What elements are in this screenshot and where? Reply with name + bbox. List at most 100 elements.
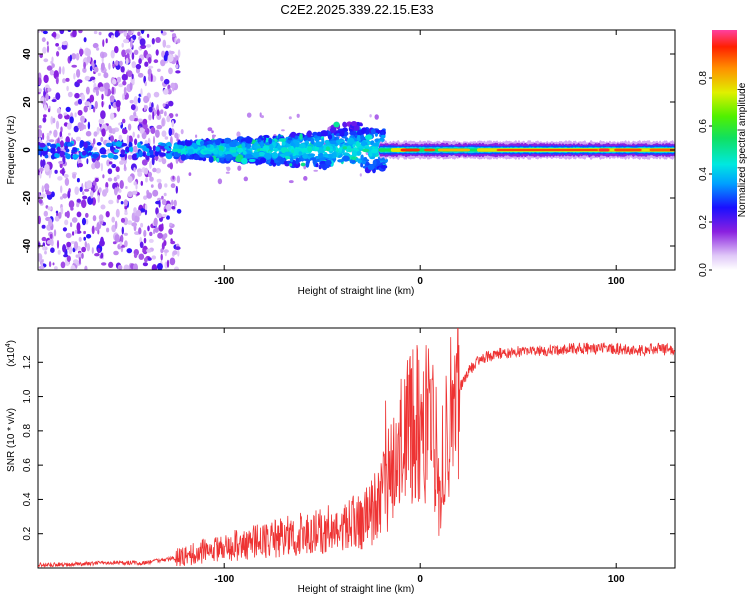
heatmap-cell-1878: [339, 129, 345, 136]
heatmap-cell-865: [83, 236, 86, 241]
heatmap-cell-1490: [342, 155, 350, 162]
heatmap-panel: -100 0 100 -40 -20 0 20 40 Height of straight …: [6, 29, 676, 297]
heatmap-cell-448: [140, 208, 146, 213]
heatmap-cell-252: [60, 261, 66, 269]
heatmap-cell-381: [123, 232, 128, 236]
heatmap-cell-1902: [290, 140, 294, 146]
heatmap-cell-666: [93, 131, 98, 137]
heatmap-cell-59: [143, 237, 147, 244]
heatmap-cell-1982: [369, 151, 373, 157]
heatmap-cell-1998: [206, 144, 211, 148]
heatmap-cell-149: [70, 206, 74, 211]
heatmap-cell-852: [90, 190, 94, 199]
heatmap-cell-607: [100, 252, 104, 259]
heatmap-cell-89: [148, 238, 154, 243]
heatmap-cell-569: [131, 190, 138, 195]
heatmap-cell-861: [52, 31, 57, 38]
heatmap-cell-700: [55, 76, 59, 85]
snr-x-tick-label-2: 100: [608, 574, 625, 585]
heatmap-cell-712: [154, 227, 159, 233]
heatmap-cell-3275: [637, 148, 642, 152]
heatmap-cell-692: [150, 127, 156, 134]
heatmap-cell-875: [93, 86, 100, 91]
heatmap-cell-1922: [325, 159, 332, 166]
heatmap-cell-617: [117, 264, 123, 270]
snr-y-tick-label-3: 0.8: [22, 423, 33, 437]
heatmap-cell-1652: [353, 125, 360, 132]
heatmap-cell-723: [171, 120, 175, 128]
heatmap-cell-575: [54, 266, 58, 270]
heatmap-cell-1007: [55, 153, 60, 159]
heatmap-cell-1590: [316, 131, 322, 137]
heatmap-cell-347: [62, 244, 67, 253]
heatmap-cell-653: [56, 107, 62, 114]
heatmap-cell-500: [46, 41, 49, 46]
heatmap-cell-947: [313, 169, 319, 172]
heatmap-cell-855: [131, 73, 134, 80]
heatmap-cell-1846: [380, 164, 388, 169]
heatmap-cell-1955: [258, 151, 266, 157]
heatmap-cell-479: [84, 75, 91, 81]
heatmap-cell-831: [173, 199, 177, 207]
heatmap-cell-1888: [271, 151, 279, 159]
heatmap-cell-194: [127, 220, 133, 225]
heatmap-cell-551: [119, 60, 123, 67]
heatmap-cell-504: [114, 234, 120, 243]
heatmap-cell-174: [163, 192, 167, 197]
heatmap-cell-747: [118, 122, 122, 126]
heatmap-cell-632: [112, 241, 117, 245]
chart-title: C2E2.2025.339.22.15.E33: [280, 2, 433, 17]
heatmap-cell-427: [114, 46, 119, 54]
heatmap-cell-457: [157, 68, 161, 73]
heatmap-cell-760: [73, 73, 76, 80]
heatmap-cell-793: [110, 135, 114, 143]
heatmap-cell-426: [152, 189, 159, 197]
heatmap-cell-1368: [303, 135, 308, 142]
heatmap-cell-1793: [372, 143, 379, 147]
heatmap-cell-748: [42, 30, 48, 35]
heatmap-cell-524: [114, 220, 118, 230]
heatmap-cell-594: [175, 70, 181, 74]
heatmap-cell-642: [106, 227, 110, 233]
heatmap-cell-148: [74, 92, 80, 99]
heatmap-cell-541: [126, 134, 130, 144]
heatmap-cell-1000: [50, 154, 56, 160]
heatmap-cell-749: [167, 54, 174, 63]
heatmap-cell-13: [66, 85, 69, 92]
heatmap-cell-420: [145, 177, 148, 183]
heatmap-cell-721: [111, 35, 114, 39]
heatmap-cell-611: [163, 54, 168, 62]
heatmap-cell-843: [80, 115, 85, 124]
heatmap-cell-269: [177, 49, 181, 58]
snr-x-tick-label-0: -100: [214, 574, 234, 585]
snr-series-line: [38, 328, 675, 568]
heatmap-cell-436: [71, 64, 77, 68]
heatmap-cell-1849: [310, 137, 315, 145]
heatmap-cell-690: [168, 228, 174, 235]
heatmap-cell-583: [92, 106, 96, 113]
heatmap-cell-502: [91, 247, 94, 254]
heatmap-cell-501: [41, 185, 44, 193]
heatmap-cell-63: [60, 126, 63, 133]
heatmap-cell-1082: [110, 145, 114, 150]
heatmap-cell-277: [77, 109, 83, 116]
heatmap-cell-548: [174, 266, 179, 270]
heatmap-cell-1098: [164, 145, 170, 150]
heatmap-cell-715: [142, 249, 148, 254]
heatmap-cell-906: [243, 176, 248, 182]
heatmap-cell-557: [86, 55, 92, 63]
heatmap-cell-897: [146, 248, 152, 253]
heatmap-cell-1874: [295, 157, 300, 165]
heatmap-cell-132: [153, 59, 159, 64]
heatmap-cell-276: [98, 118, 105, 125]
heatmap-cell-245: [176, 175, 181, 184]
heatmap-cell-685: [101, 52, 105, 59]
heatmap-cell-1901: [292, 139, 298, 144]
heatmap-cell-880: [135, 184, 138, 190]
heatmap-cell-481: [166, 215, 170, 220]
heatmap-cell-416: [58, 160, 64, 165]
heatmap-cell-1: [126, 248, 133, 254]
heatmap-cell-447: [100, 136, 104, 142]
heatmap-cell-1684: [318, 152, 324, 160]
heatmap-cell-371: [43, 74, 49, 84]
